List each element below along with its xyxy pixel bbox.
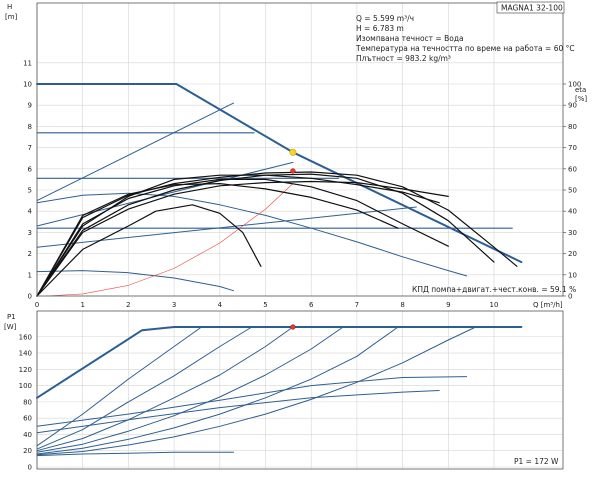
- eta-y-tick-label: 100: [568, 81, 581, 89]
- head-y-tick-label: 7: [28, 144, 32, 152]
- x-tick-label: 7: [355, 301, 359, 309]
- eta-y-tick-label: 10: [568, 271, 577, 279]
- power-y-tick-label: 40: [23, 431, 32, 439]
- head-resistance-curve-9: [45, 183, 294, 297]
- head-efficiency-curve-16: [36, 180, 449, 297]
- head-y-tick-label: 1: [28, 271, 32, 279]
- x-tick-label: 3: [172, 301, 176, 309]
- head-y-tick-label: 10: [23, 81, 32, 89]
- power-power-curve-9: [36, 451, 234, 457]
- x-tick-label: 0: [35, 301, 39, 309]
- head-efficiency-curve-14: [36, 174, 440, 297]
- power-y-tick-label: 140: [19, 350, 32, 358]
- info-temperature: Температура на течността по време на раб…: [355, 44, 575, 53]
- head-y-tick-label: 5: [28, 187, 32, 195]
- power-power-curve-4: [36, 326, 344, 453]
- head-speed-curve-8: [36, 270, 234, 292]
- power-note: P1 = 172 W: [514, 457, 559, 466]
- power-point-marker: [290, 324, 296, 330]
- power-y-tick-label: 20: [23, 447, 32, 455]
- power-axis-label: P1: [7, 313, 16, 321]
- power-power-curve-5: [36, 326, 399, 455]
- x-tick-label: 4: [218, 301, 223, 309]
- head-efficiency-curve-10: [36, 171, 518, 297]
- head-y-tick-label: 4: [28, 208, 33, 216]
- efficiency-point-marker: [290, 168, 296, 174]
- power-y-tick-label: 80: [23, 398, 32, 406]
- info-liquid: Изомпвана течност = Вода: [356, 34, 464, 43]
- x-tick-label: 8: [400, 301, 404, 309]
- head-y-tick-label: 0: [28, 293, 32, 301]
- power-power-curve-7: [36, 376, 468, 427]
- x-tick-label: 1: [80, 301, 84, 309]
- head-y-tick-label: 3: [28, 229, 32, 237]
- head-efficiency-curve-13: [36, 183, 399, 297]
- head-proportional-pressure-1: [36, 102, 234, 202]
- x-tick-label: 2: [126, 301, 130, 309]
- head-y-tick-label: 8: [28, 123, 32, 131]
- power-y-tick-label: 60: [23, 415, 32, 423]
- efficiency-note: КПД помпа+двигат.+чест.конв. = 59.1 %: [412, 285, 576, 294]
- eta-y-tick-label: 0: [568, 293, 572, 301]
- eta-axis-label: eta: [575, 86, 586, 94]
- eta-y-tick-label: 80: [568, 123, 577, 131]
- eta-y-tick-label: 90: [568, 102, 577, 110]
- power-power-curve-3: [36, 326, 294, 452]
- power-y-tick-label: 0: [28, 464, 32, 472]
- head-proportional-pressure-2: [36, 161, 294, 227]
- power-power-curve-2: [36, 326, 253, 450]
- head-plot-frame: [36, 2, 564, 297]
- power-max-power-0: [36, 326, 523, 399]
- head-max-curve-0: [36, 83, 523, 264]
- eta-y-tick-label: 50: [568, 187, 577, 195]
- eta-y-tick-label: 60: [568, 165, 577, 173]
- head-efficiency-curve-15: [36, 204, 262, 297]
- x-tick-label: 6: [309, 301, 314, 309]
- power-y-tick-label: 160: [19, 333, 32, 341]
- head-axis-label: H: [7, 3, 12, 11]
- x-tick-label: 5: [263, 301, 267, 309]
- model-title-box: [496, 1, 565, 14]
- curve-layer: [36, 83, 523, 457]
- flow-axis-label: Q [m³/h]: [533, 301, 563, 309]
- eta-axis-unit: [%]: [575, 95, 587, 103]
- head-y-tick-label: 6: [28, 165, 33, 173]
- info-flow: Q = 5.599 m³/ч: [356, 14, 414, 23]
- info-head: H = 6.783 m: [356, 24, 404, 33]
- head-speed-curve-7: [36, 192, 468, 277]
- power-y-tick-label: 100: [19, 382, 32, 390]
- eta-y-tick-label: 70: [568, 144, 577, 152]
- power-power-curve-1: [36, 326, 202, 447]
- operating-point-marker: [289, 148, 297, 156]
- power-y-tick-label: 120: [19, 366, 32, 374]
- x-tick-label: 9: [446, 301, 450, 309]
- model-title: MAGNA1 32-100: [501, 4, 563, 13]
- head-y-tick-label: 2: [28, 250, 32, 258]
- eta-y-tick-label: 30: [568, 229, 577, 237]
- info-density: Плътност = 983.2 kg/m³: [356, 54, 451, 63]
- eta-y-tick-label: 20: [568, 250, 577, 258]
- axis-layer: 0 1 2 3 4 5 6 7 8 9 100123456789101101020304050607…: [19, 2, 581, 472]
- power-axis-unit: [W]: [4, 323, 17, 331]
- x-tick-label: 10: [490, 301, 499, 309]
- head-y-tick-label: 11: [23, 59, 32, 67]
- power-power-curve-6: [36, 326, 477, 456]
- power-power-curve-8: [36, 390, 440, 434]
- power-plot-frame: [36, 310, 564, 470]
- eta-y-tick-label: 40: [568, 208, 577, 216]
- head-y-tick-label: 9: [28, 102, 32, 110]
- head-axis-unit: [m]: [5, 13, 18, 21]
